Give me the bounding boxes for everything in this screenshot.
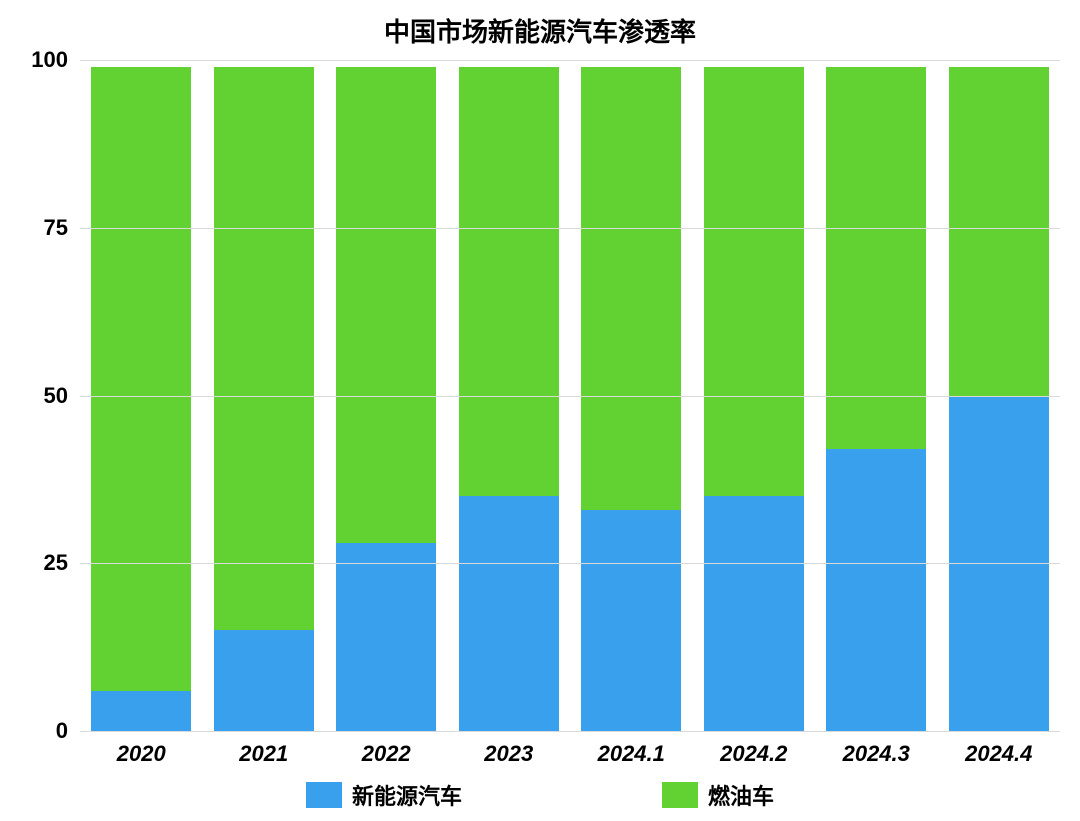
grid-line xyxy=(80,731,1060,732)
y-tick-label: 75 xyxy=(44,215,80,241)
bar xyxy=(214,67,314,731)
legend-item-ice: 燃油车 xyxy=(662,779,774,811)
bar-segment xyxy=(214,67,314,631)
bar-segment xyxy=(91,67,191,691)
legend: 新能源汽车 燃油车 xyxy=(0,779,1080,811)
legend-label-nev: 新能源汽车 xyxy=(352,779,462,811)
x-tick-label: 2024.4 xyxy=(965,741,1032,767)
bar-segment xyxy=(826,67,926,449)
plot-area: 20202021202220232024.12024.22024.32024.4… xyxy=(80,60,1060,731)
y-tick-label: 25 xyxy=(44,550,80,576)
grid-line xyxy=(80,60,1060,61)
bar-segment xyxy=(949,67,1049,396)
legend-label-ice: 燃油车 xyxy=(708,779,774,811)
bar-segment xyxy=(336,543,436,731)
x-tick-label: 2024.3 xyxy=(843,741,910,767)
grid-line xyxy=(80,228,1060,229)
chart-title: 中国市场新能源汽车渗透率 xyxy=(0,12,1080,49)
x-tick-label: 2021 xyxy=(239,741,288,767)
bar-segment xyxy=(826,449,926,731)
chart-container: 中国市场新能源汽车渗透率 20202021202220232024.12024.… xyxy=(0,0,1080,821)
bar xyxy=(581,67,681,731)
bar-segment xyxy=(459,67,559,496)
y-tick-label: 0 xyxy=(56,718,80,744)
y-tick-label: 100 xyxy=(31,47,80,73)
y-tick-label: 50 xyxy=(44,383,80,409)
x-tick-label: 2024.1 xyxy=(598,741,665,767)
bar-segment xyxy=(214,630,314,731)
x-tick-label: 2023 xyxy=(484,741,533,767)
x-tick-label: 2022 xyxy=(362,741,411,767)
x-tick-label: 2020 xyxy=(117,741,166,767)
legend-item-nev: 新能源汽车 xyxy=(306,779,462,811)
legend-swatch-nev xyxy=(306,782,342,808)
bar-segment xyxy=(581,67,681,510)
grid-line xyxy=(80,396,1060,397)
bar-segment xyxy=(581,510,681,731)
legend-swatch-ice xyxy=(662,782,698,808)
bar-segment xyxy=(459,496,559,731)
bar-segment xyxy=(704,496,804,731)
bar xyxy=(949,67,1049,731)
x-tick-label: 2024.2 xyxy=(720,741,787,767)
grid-line xyxy=(80,563,1060,564)
bar xyxy=(704,67,804,731)
bar xyxy=(336,67,436,731)
bar xyxy=(459,67,559,731)
bar-segment xyxy=(336,67,436,543)
bar-segment xyxy=(91,691,191,731)
bar xyxy=(826,67,926,731)
bar xyxy=(91,67,191,731)
bar-segment xyxy=(704,67,804,496)
